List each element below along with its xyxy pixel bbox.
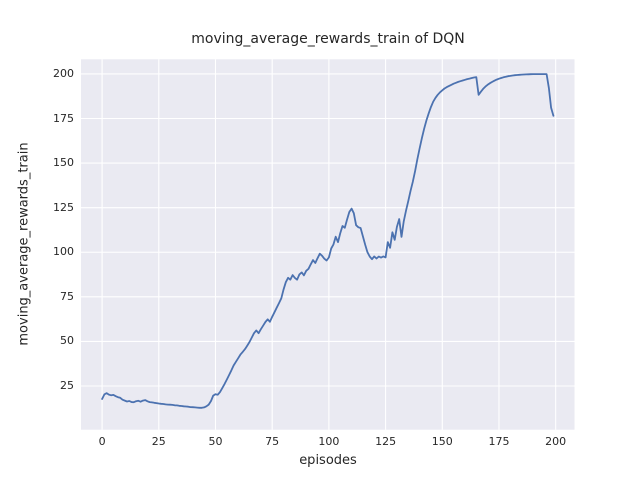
- x-tick-label: 25: [151, 435, 166, 448]
- plot-area: [81, 59, 575, 430]
- x-tick-label: 50: [208, 435, 223, 448]
- y-tick-label: 175: [53, 111, 74, 125]
- y-axis-label: moving_average_rewards_train: [16, 142, 32, 346]
- x-tick-label: 0: [98, 435, 106, 448]
- y-tick-label: 50: [60, 334, 74, 348]
- dqn-reward-line: [101, 73, 555, 409]
- x-tick-label: 75: [265, 435, 280, 448]
- y-tick-label: 75: [60, 289, 74, 303]
- x-tick-label: 125: [375, 435, 397, 448]
- x-tick-label: 150: [431, 435, 453, 448]
- y-tick-label: 200: [53, 66, 74, 80]
- gridlines: [81, 59, 575, 430]
- y-tick-label: 150: [53, 156, 74, 170]
- y-tick-label: 125: [53, 200, 74, 214]
- y-tick-label: 25: [60, 379, 74, 392]
- x-tick-label: 100: [318, 435, 340, 448]
- y-tick-label: 100: [53, 245, 74, 259]
- chart-title: moving_average_rewards_train of DQN: [191, 31, 465, 47]
- x-tick-label: 175: [488, 435, 510, 448]
- x-tick-label: 200: [545, 435, 567, 448]
- x-axis-label: episodes: [299, 453, 357, 468]
